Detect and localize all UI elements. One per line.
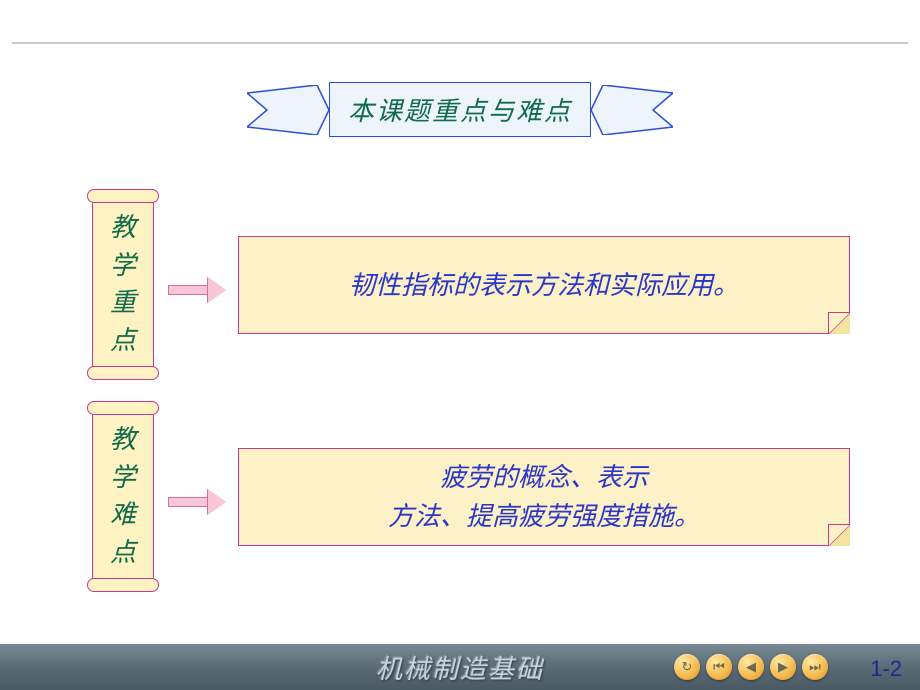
- nav-controls: ↻ ⏮ ◀ ▶ ⏭: [674, 654, 828, 680]
- page-number: 1-2: [870, 656, 902, 682]
- refresh-button[interactable]: ↻: [674, 654, 700, 680]
- last-button[interactable]: ⏭: [802, 654, 828, 680]
- scroll-char: 教: [110, 421, 136, 459]
- scroll-char: 点: [110, 322, 136, 360]
- first-button[interactable]: ⏮: [706, 654, 732, 680]
- scroll-label-difficulty: 教 学 难 点: [92, 408, 154, 585]
- arrow-icon: [168, 278, 226, 302]
- arrow-icon: [168, 490, 226, 514]
- ribbon-right: [591, 85, 673, 135]
- title-banner: 本课题重点与难点: [247, 82, 673, 137]
- page-title: 本课题重点与难点: [329, 82, 591, 137]
- content-text-line1: 疲劳的概念、表示: [388, 458, 700, 497]
- folded-corner: [828, 312, 850, 334]
- footer-bar: 机械制造基础 ↻ ⏮ ◀ ▶ ⏭ 1-2: [0, 644, 920, 690]
- scroll-label-keypoint: 教 学 重 点: [92, 196, 154, 373]
- footer-title: 机械制造基础: [376, 649, 544, 686]
- next-button[interactable]: ▶: [770, 654, 796, 680]
- content-text: 韧性指标的表示方法和实际应用。: [349, 266, 739, 305]
- folded-corner: [828, 524, 850, 546]
- scroll-char: 学: [110, 459, 136, 497]
- scroll-char: 教: [110, 209, 136, 247]
- content-keypoint: 韧性指标的表示方法和实际应用。: [238, 236, 850, 334]
- scroll-char: 重: [110, 284, 136, 322]
- content-text-line2: 方法、提高疲劳强度措施。: [388, 497, 700, 536]
- prev-button[interactable]: ◀: [738, 654, 764, 680]
- scroll-char: 学: [110, 247, 136, 285]
- ribbon-left: [247, 85, 329, 135]
- scroll-char: 难: [110, 496, 136, 534]
- scroll-char: 点: [110, 534, 136, 572]
- content-difficulty: 疲劳的概念、表示 方法、提高疲劳强度措施。: [238, 448, 850, 546]
- divider-line: [12, 42, 908, 44]
